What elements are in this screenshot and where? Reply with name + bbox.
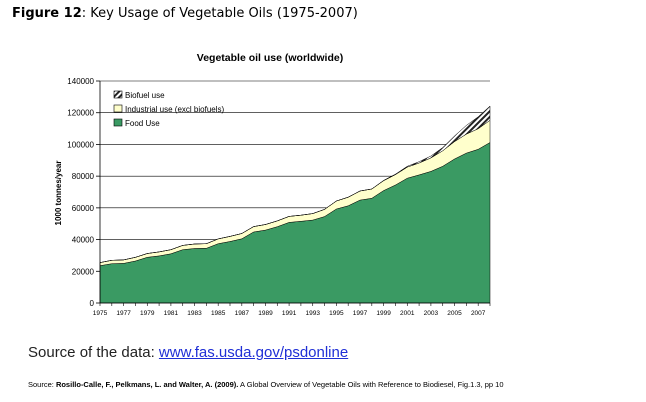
y-tick-label: 140000 — [67, 77, 94, 86]
legend-industrial-label: Industrial use (excl biofuels) — [125, 105, 224, 114]
x-tick-label: 1987 — [235, 310, 250, 317]
legend-biofuel-swatch — [113, 90, 123, 99]
x-tick-label: 1977 — [116, 310, 131, 317]
x-tick-label: 1997 — [353, 310, 368, 317]
legend-food-label: Food Use — [125, 119, 160, 128]
x-tick-label: 2003 — [424, 310, 439, 317]
figure-title: : Key Usage of Vegetable Oils (1975-2007… — [81, 6, 358, 21]
y-tick-label: 120000 — [67, 109, 94, 118]
area-series — [99, 105, 491, 304]
x-tick-label: 2001 — [400, 310, 415, 317]
figure-caption: Figure 12: Key Usage of Vegetable Oils (… — [12, 6, 358, 21]
y-tick-label: 0 — [90, 299, 95, 308]
citation-rest: A Global Overview of Vegetable Oils with… — [238, 380, 504, 389]
y-tick-label: 80000 — [72, 172, 95, 181]
x-tick-label: 1999 — [376, 310, 391, 317]
y-tick-label: 60000 — [72, 204, 95, 213]
data-source-prefix: Source of the data: — [28, 344, 159, 361]
legend-food-swatch — [113, 118, 123, 127]
figure-label: Figure 12 — [12, 6, 82, 21]
x-tick-label: 1979 — [140, 310, 155, 317]
x-tick-label: 1995 — [329, 310, 344, 317]
data-source-line: Source of the data: www.fas.usda.gov/psd… — [28, 344, 348, 361]
citation-authors: Rosillo-Calle, F., Pelkmans, L. and Walt… — [55, 380, 239, 389]
chart-title: Vegetable oil use (worldwide) — [197, 52, 343, 64]
x-tick-label: 1985 — [211, 310, 226, 317]
citation-prefix: Source: — [28, 380, 56, 389]
vegetable-oil-chart: Vegetable oil use (worldwide) 0 20000 4000… — [54, 52, 491, 317]
x-tick-label: 1989 — [258, 310, 273, 317]
x-tick-label: 1991 — [282, 310, 297, 317]
area-biofuel-use — [99, 105, 491, 263]
legend-industrial-swatch — [113, 104, 123, 113]
x-tick-label: 2007 — [471, 310, 486, 317]
legend-biofuel-label: Biofuel use — [125, 91, 165, 100]
axes: 0 20000 40000 60000 80000 100000 120000 140000 1… — [67, 77, 491, 317]
x-tick-label: 2005 — [447, 310, 462, 317]
x-tick-label: 1981 — [164, 310, 179, 317]
citation: Source: Rosillo-Calle, F., Pelkmans, L. … — [28, 380, 504, 389]
x-tick-label: 1993 — [305, 310, 320, 317]
legend: Biofuel use Industrial use (excl biofuels… — [113, 90, 224, 128]
data-source-link[interactable]: www.fas.usda.gov/psdonline — [158, 344, 349, 361]
y-axis-label: 1000 tonnes/year — [54, 161, 63, 226]
x-tick-label: 1975 — [93, 310, 108, 317]
y-tick-label: 40000 — [72, 236, 95, 245]
x-tick-label: 1983 — [187, 310, 202, 317]
y-tick-label: 20000 — [72, 267, 95, 276]
y-tick-label: 100000 — [67, 140, 94, 149]
